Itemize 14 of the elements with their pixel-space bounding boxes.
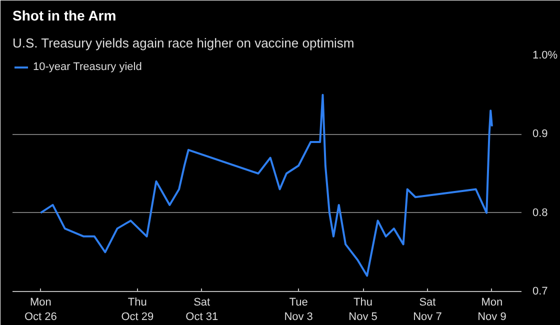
x-tick-label: Sat Oct 31 <box>186 296 218 323</box>
chart-subtitle: U.S. Treasury yields again race higher on vaccine optimism <box>12 36 354 50</box>
x-tick-label: Sat Nov 7 <box>413 296 442 323</box>
x-tick-label: Thu Nov 5 <box>348 296 378 323</box>
x-tick-label: Thu Oct 29 <box>121 296 154 323</box>
x-tick-label: Tue Nov 3 <box>284 296 313 323</box>
y-tick-label: 1.0% <box>532 50 558 62</box>
legend-label: 10-year Treasury yield <box>33 61 142 73</box>
y-tick-label: 0.7 <box>532 286 548 298</box>
y-tick-label: 0.9 <box>532 128 548 140</box>
y-tick-label: 0.8 <box>532 206 548 219</box>
chart-title: Shot in the Arm <box>12 8 116 24</box>
x-tick-label: Mon Oct 26 <box>24 296 57 323</box>
x-tick-label: Mon Nov 9 <box>478 296 506 323</box>
